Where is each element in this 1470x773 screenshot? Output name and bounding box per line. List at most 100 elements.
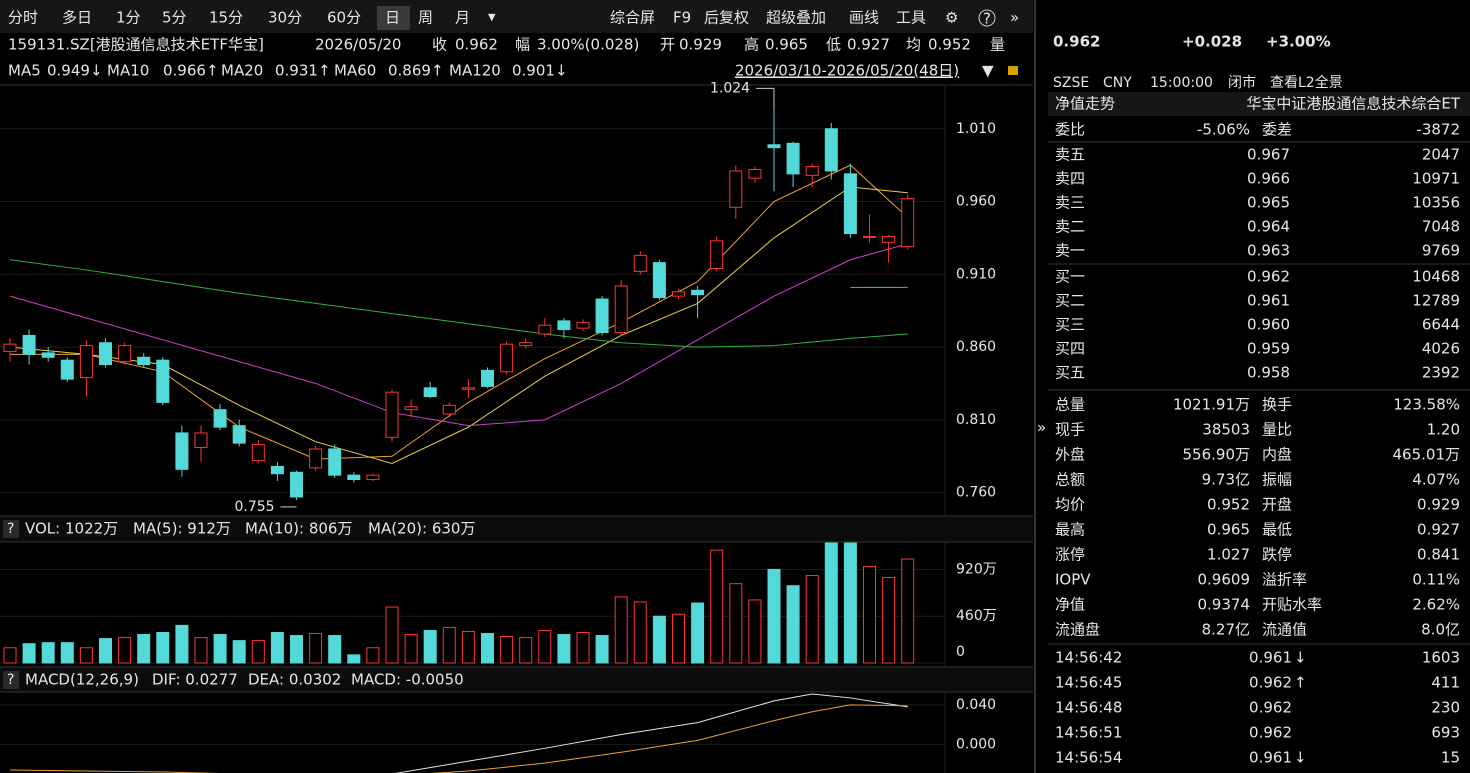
tool-button[interactable]: 超级叠加: [766, 9, 826, 27]
period-tab[interactable]: 60分: [327, 9, 361, 27]
help-icon[interactable]: [978, 9, 996, 27]
annotation: 1.024: [710, 80, 750, 96]
info-text: 0.929: [679, 36, 722, 54]
candle-body: [366, 474, 380, 481]
trade-price: 0.962: [1249, 674, 1292, 692]
candle-body: [270, 465, 284, 475]
info-text: 0.927: [847, 36, 890, 54]
info-text: 均: [906, 36, 921, 54]
ma-value: 0.949↓: [47, 62, 103, 80]
candle-body: [22, 334, 36, 355]
candle-body: [824, 128, 838, 172]
period-tab[interactable]: 日: [385, 9, 400, 27]
volume-bar: [194, 637, 208, 664]
book-label: 买二: [1055, 292, 1085, 310]
macd-series-label: DEA: 0.0302: [248, 671, 341, 689]
date-range[interactable]: 2026/03/10-2026/05/20(48日): [735, 62, 959, 80]
weibi: 委差: [1262, 121, 1292, 139]
period-tab[interactable]: 月: [455, 9, 470, 27]
trade-vol: 693: [1431, 724, 1460, 742]
tab[interactable]: 净值走势: [1055, 95, 1115, 113]
book-vol: 7048: [1422, 218, 1460, 236]
candle-body: [710, 240, 724, 269]
volume-bar: [805, 575, 819, 664]
volume-bar: [328, 635, 342, 664]
period-tab[interactable]: 周: [418, 9, 433, 27]
tool-button[interactable]: 工具: [896, 9, 926, 27]
stat-value: 0.841: [1417, 546, 1460, 564]
candle-body: [461, 387, 475, 390]
period-tab[interactable]: 15分: [209, 9, 243, 27]
candle-body: [404, 406, 418, 411]
volume-bar: [79, 647, 93, 664]
tool-button[interactable]: 画线: [849, 9, 879, 27]
stat-label: 净值: [1055, 596, 1085, 614]
book-label: 买五: [1055, 364, 1085, 382]
stat-value: 465.01万: [1393, 446, 1461, 464]
stat-label: 总量: [1055, 396, 1085, 414]
book-vol: 12789: [1412, 292, 1460, 310]
candle-body: [672, 291, 685, 297]
period-tab[interactable]: 30分: [268, 9, 302, 27]
dropdown-icon[interactable]: ▼: [982, 62, 994, 80]
candle-body: [309, 448, 323, 469]
collapse-icon[interactable]: »: [1037, 419, 1046, 437]
candle-body: [500, 343, 514, 373]
stat-value: 1021.91万: [1173, 396, 1250, 414]
book-price: 0.960: [1247, 316, 1290, 334]
volume-bar: [60, 642, 74, 664]
tool-button[interactable]: F9: [673, 9, 691, 27]
candle-body: [232, 425, 246, 444]
help-box[interactable]: [3, 520, 19, 538]
macd-line: [9, 704, 908, 773]
macd-series-label: DIF: 0.0277: [152, 671, 238, 689]
volume-bar: [22, 643, 36, 664]
stat-value: 38503: [1202, 421, 1250, 439]
help-box[interactable]: [3, 671, 19, 689]
help-q: ?: [7, 521, 14, 537]
period-tab[interactable]: 分时: [8, 9, 38, 27]
book-price: 0.959: [1247, 340, 1290, 358]
volume-bar: [614, 596, 628, 664]
stat-label: 涨停: [1055, 546, 1085, 564]
trade-time: 14:56:51: [1055, 724, 1122, 742]
period-tab[interactable]: 5分: [162, 9, 187, 27]
volume-bar: [385, 606, 399, 664]
volume-bar: [901, 558, 915, 664]
book-price: 0.964: [1247, 218, 1290, 236]
candle-body: [290, 471, 303, 498]
period-tab[interactable]: 多日: [62, 9, 92, 27]
macd-line: [394, 693, 908, 773]
candle-body: [137, 356, 151, 366]
candle-body: [767, 144, 781, 149]
stat-label: 外盘: [1055, 446, 1085, 464]
stat-label: 总额: [1055, 471, 1085, 489]
period-tab[interactable]: 1分: [116, 9, 141, 27]
book-label: 卖四: [1055, 170, 1085, 188]
macd-title: MACD(12,26,9): [25, 671, 139, 689]
candle-body: [786, 142, 800, 175]
trade-vol: 1603: [1422, 649, 1460, 667]
l2-link[interactable]: 查看L2全景: [1270, 74, 1343, 91]
settings-icon[interactable]: ⚙: [945, 9, 958, 27]
book-label: 买四: [1055, 340, 1085, 358]
tool-button[interactable]: 后复权: [704, 9, 749, 27]
info-text: 3.00%(0.028): [537, 36, 639, 54]
volume-bar: [251, 640, 265, 664]
info-text: 开: [660, 36, 675, 54]
tool-button[interactable]: 综合屏: [610, 9, 655, 27]
candle-body: [481, 369, 494, 387]
candle-body: [99, 342, 112, 366]
expand-icon[interactable]: »: [1010, 9, 1019, 27]
y-tick-label: 0.040: [956, 697, 996, 713]
lock-icon[interactable]: [1008, 66, 1018, 75]
volume-bar: [595, 635, 609, 664]
candle-body: [175, 432, 189, 470]
more-icon[interactable]: ▾: [488, 8, 496, 26]
volume-bar: [767, 568, 781, 664]
volume-bar: [3, 647, 17, 664]
weibi: -5.06%: [1197, 121, 1250, 139]
y-tick-label: 0.760: [956, 485, 996, 501]
